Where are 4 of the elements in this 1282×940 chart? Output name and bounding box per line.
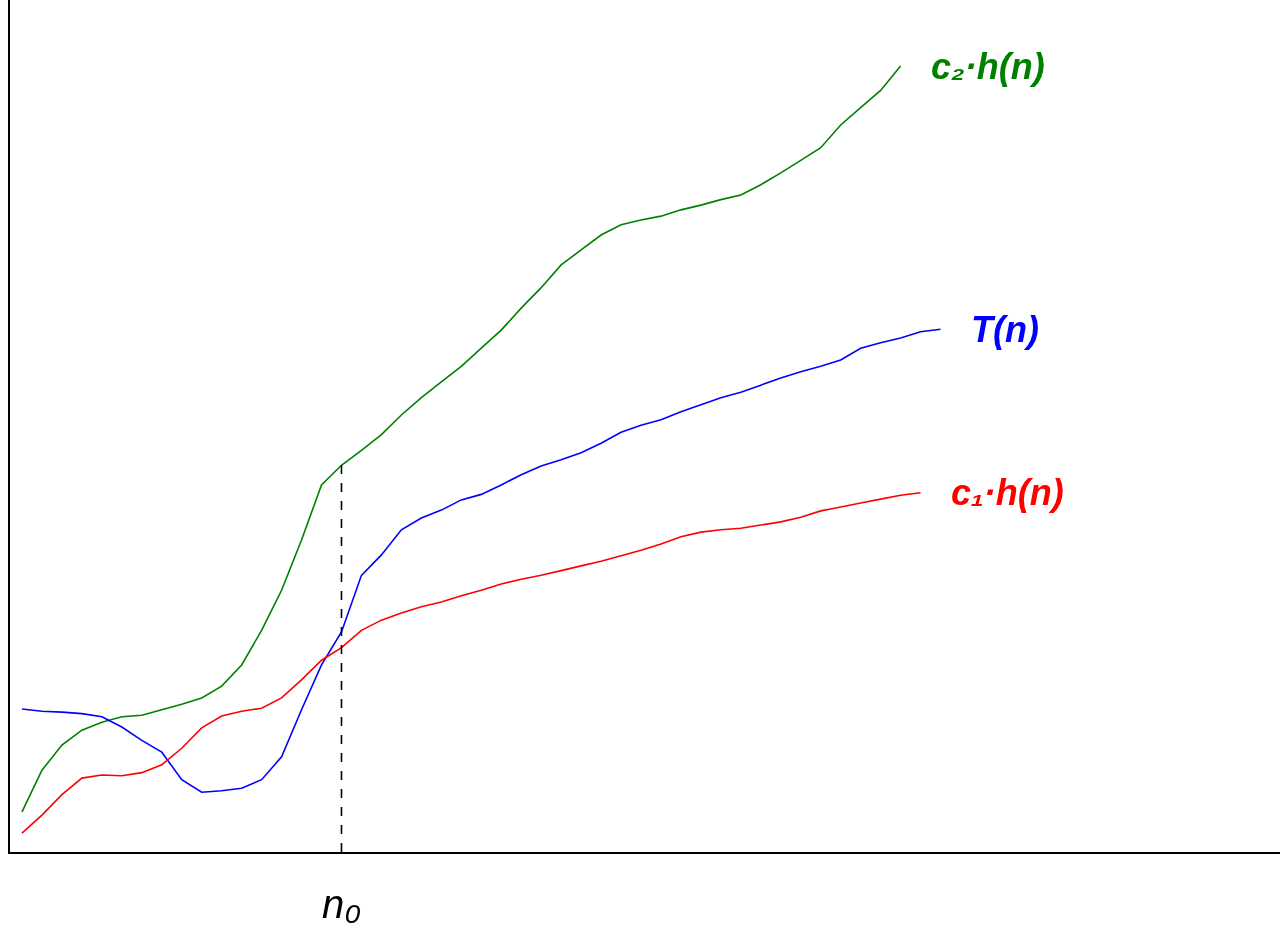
text: n₀ <box>322 882 362 926</box>
series-label: c₂·h(n) <box>931 46 1045 87</box>
series-label: T(n) <box>971 309 1039 350</box>
series-label: c₁·h(n) <box>951 472 1064 513</box>
